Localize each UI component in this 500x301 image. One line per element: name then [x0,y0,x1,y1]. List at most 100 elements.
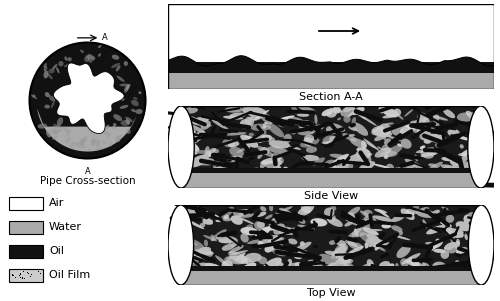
Ellipse shape [322,109,334,116]
Ellipse shape [210,234,214,239]
Ellipse shape [256,212,266,217]
Ellipse shape [458,169,473,174]
Ellipse shape [228,251,248,264]
Ellipse shape [264,226,280,231]
Ellipse shape [227,256,247,264]
Ellipse shape [260,126,268,129]
Ellipse shape [360,210,376,221]
Ellipse shape [92,56,94,61]
Text: Section A-A: Section A-A [299,92,363,102]
Ellipse shape [184,214,188,222]
Ellipse shape [386,164,394,173]
Ellipse shape [263,130,266,137]
Ellipse shape [293,269,308,279]
Ellipse shape [284,273,292,277]
Ellipse shape [446,268,454,277]
Ellipse shape [272,236,282,241]
Ellipse shape [346,246,364,256]
Ellipse shape [294,250,308,259]
Ellipse shape [221,207,234,218]
Ellipse shape [314,257,318,262]
Ellipse shape [194,178,210,186]
Ellipse shape [228,245,244,253]
Ellipse shape [450,237,454,242]
Ellipse shape [273,223,285,235]
Text: Water: Water [49,222,82,232]
Ellipse shape [267,267,282,277]
Ellipse shape [120,97,124,101]
Ellipse shape [458,152,474,157]
Ellipse shape [202,157,224,164]
Ellipse shape [298,120,310,129]
Ellipse shape [361,140,366,149]
Ellipse shape [262,257,282,272]
Ellipse shape [31,95,38,99]
Ellipse shape [428,163,437,167]
Ellipse shape [433,114,440,122]
Ellipse shape [397,144,402,147]
Ellipse shape [435,143,440,147]
Ellipse shape [94,147,102,151]
Ellipse shape [193,117,209,124]
Ellipse shape [452,161,470,169]
Ellipse shape [377,147,384,150]
Ellipse shape [206,150,211,156]
Ellipse shape [112,126,116,129]
Ellipse shape [264,172,272,180]
Ellipse shape [434,262,446,270]
Ellipse shape [116,65,120,71]
Ellipse shape [466,152,472,157]
Ellipse shape [324,275,346,283]
Ellipse shape [188,131,205,145]
Ellipse shape [248,182,264,190]
Ellipse shape [426,162,443,173]
Ellipse shape [352,117,356,125]
Ellipse shape [176,254,190,262]
Ellipse shape [120,120,130,126]
Ellipse shape [322,135,335,144]
Ellipse shape [267,237,284,247]
Ellipse shape [182,215,204,220]
Bar [9,269,43,282]
Ellipse shape [90,139,96,146]
Ellipse shape [418,122,432,131]
Ellipse shape [352,226,370,237]
Ellipse shape [136,109,142,114]
Ellipse shape [395,263,399,273]
Ellipse shape [398,171,404,176]
Ellipse shape [188,173,194,179]
Ellipse shape [396,114,404,120]
Ellipse shape [433,249,446,253]
Ellipse shape [198,247,211,253]
Ellipse shape [330,108,343,113]
Ellipse shape [436,239,441,244]
Ellipse shape [64,63,74,67]
Ellipse shape [330,206,336,211]
Ellipse shape [258,175,274,182]
Ellipse shape [185,217,192,223]
Ellipse shape [318,254,337,265]
Ellipse shape [329,136,338,144]
Ellipse shape [86,54,96,60]
Ellipse shape [48,73,52,79]
Ellipse shape [196,270,204,277]
Ellipse shape [336,279,339,281]
Ellipse shape [368,273,373,278]
Ellipse shape [387,135,401,141]
Ellipse shape [384,155,388,159]
Ellipse shape [98,53,101,57]
Ellipse shape [76,142,85,149]
Ellipse shape [412,204,419,213]
Ellipse shape [196,211,208,217]
Ellipse shape [342,133,357,141]
Ellipse shape [470,178,475,184]
Ellipse shape [292,181,298,185]
Ellipse shape [272,153,284,164]
Ellipse shape [257,146,274,157]
Ellipse shape [287,117,305,125]
Ellipse shape [275,261,284,266]
Ellipse shape [454,171,463,177]
Ellipse shape [360,219,373,228]
Ellipse shape [392,127,408,136]
Ellipse shape [342,259,355,270]
